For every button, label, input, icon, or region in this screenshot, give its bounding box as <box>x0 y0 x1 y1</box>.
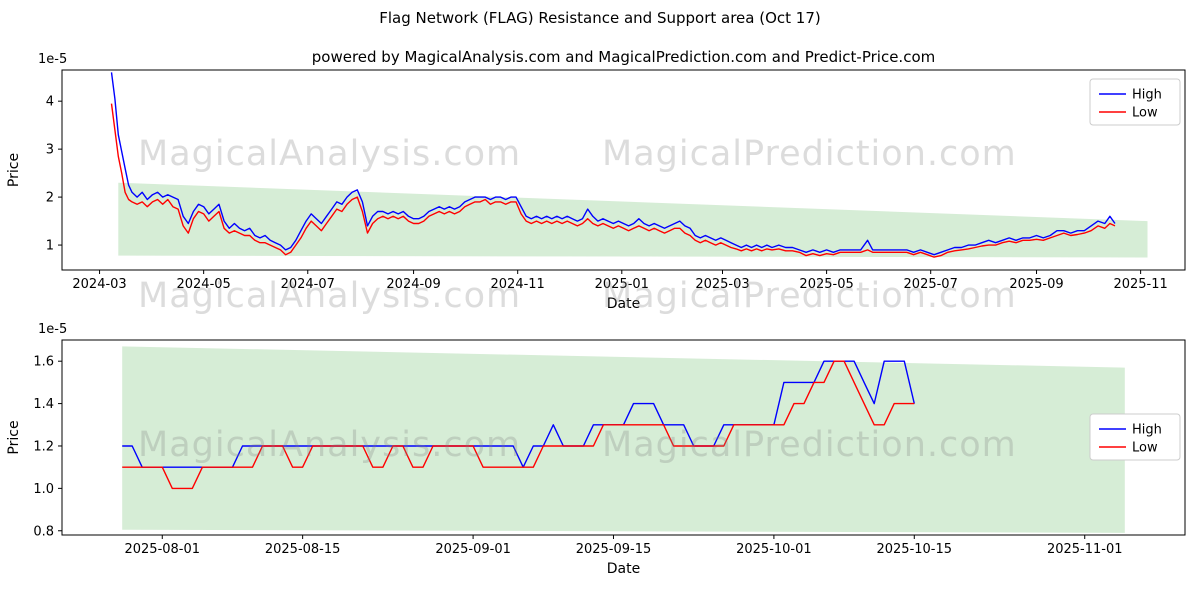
x-tick-label: 2024-11 <box>491 277 545 292</box>
y-axis-offset-label: 1e-5 <box>38 322 67 337</box>
legend: High Low <box>1089 413 1181 461</box>
axes-frame <box>61 339 1186 536</box>
x-tick-label: 2025-08-15 <box>265 542 341 557</box>
page-title: Flag Network (FLAG) Resistance and Suppo… <box>379 9 821 27</box>
legend-low-label: Low <box>1132 106 1158 121</box>
legend: High Low <box>1089 78 1181 126</box>
low-line <box>122 360 915 490</box>
support-resistance-band <box>122 346 1125 533</box>
y-tick-label: 1 <box>46 239 54 254</box>
x-axis-label: Date <box>607 561 640 577</box>
x-tick-label: 2025-08-01 <box>124 542 200 557</box>
x-tick-label: 2025-10-01 <box>736 542 812 557</box>
x-tick-label: 2025-03 <box>695 277 749 292</box>
x-tick-label: 2024-03 <box>72 277 126 292</box>
y-axis-label: Price <box>6 420 22 454</box>
y-tick-label: 3 <box>46 143 54 158</box>
y-tick-label: 1.0 <box>33 482 54 497</box>
y-tick-label: 1.2 <box>33 439 54 454</box>
legend-box <box>1089 78 1181 126</box>
x-tick-label: 2024-07 <box>281 277 335 292</box>
y-tick-label: 0.8 <box>33 524 54 539</box>
y-axis-offset-label: 1e-5 <box>38 52 67 67</box>
legend-high-label: High <box>1132 88 1162 103</box>
x-tick-label: 2025-11-01 <box>1047 542 1123 557</box>
x-tick-label: 2025-07 <box>904 277 958 292</box>
axes-frame <box>61 69 1186 271</box>
main-price-chart: 2024-03 2024-05 2024-07 2024-09 2024-11 2025-… <box>6 52 1186 312</box>
legend-high-label: High <box>1132 423 1162 438</box>
x-tick-label: 2024-05 <box>176 277 230 292</box>
x-tick-label: 2025-05 <box>799 277 853 292</box>
legend-low-label: Low <box>1132 441 1158 456</box>
y-tick-label: 2 <box>46 191 54 206</box>
x-tick-label: 2025-09-01 <box>435 542 511 557</box>
x-tick-label: 2025-11 <box>1113 277 1167 292</box>
low-line <box>110 103 1116 258</box>
y-tick-label: 1.4 <box>33 397 54 412</box>
y-axis-label: Price <box>6 153 22 187</box>
legend-box <box>1089 413 1181 461</box>
zoomed-price-chart: 2025-08-01 2025-08-15 2025-09-01 2025-09-15… <box>6 322 1186 577</box>
x-tick-label: 2025-01 <box>595 277 649 292</box>
support-resistance-band <box>118 182 1148 258</box>
x-tick-label: 2024-09 <box>386 277 440 292</box>
x-axis-label: Date <box>607 296 640 312</box>
high-line <box>122 360 915 468</box>
chart-subtitle: powered by MagicalAnalysis.com and Magic… <box>311 48 936 66</box>
y-tick-label: 1.6 <box>33 355 54 370</box>
x-tick-label: 2025-09 <box>1009 277 1063 292</box>
y-tick-label: 4 <box>46 95 54 110</box>
high-line <box>110 72 1116 256</box>
x-tick-label: 2025-10-15 <box>876 542 952 557</box>
x-tick-label: 2025-09-15 <box>576 542 652 557</box>
